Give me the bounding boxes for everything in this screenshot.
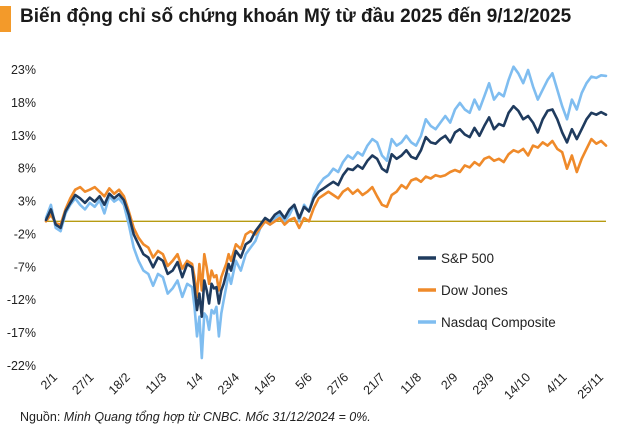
y-tick-label: 13% xyxy=(11,129,36,143)
x-tick-label: 21/7 xyxy=(361,370,388,397)
x-tick-label: 27/6 xyxy=(324,370,351,397)
legend-item-dowjones: Dow Jones xyxy=(418,283,508,298)
x-tick-label: 11/8 xyxy=(398,370,424,396)
x-tick-label: 1/4 xyxy=(184,370,206,392)
x-tick-label: 2/9 xyxy=(438,370,460,392)
legend: S&P 500 Dow Jones Nasdaq Composite xyxy=(418,251,556,330)
x-tick-label: 23/9 xyxy=(470,370,497,397)
y-tick-label: -22% xyxy=(7,359,36,373)
y-tick-label: 23% xyxy=(11,63,36,77)
x-tick-label: 14/5 xyxy=(251,370,278,397)
series-layer xyxy=(44,65,608,360)
x-tick-label: 23/4 xyxy=(215,370,242,397)
x-axis: 2/1 27/1 18/2 11/3 1/4 23/4 14/5 5/6 27/6 21/7 11/… xyxy=(38,370,606,402)
x-tick-label: 2/1 xyxy=(38,370,60,392)
legend-label: S&P 500 xyxy=(441,251,494,266)
x-tick-label: 11/3 xyxy=(143,370,169,396)
x-tick-label: 14/10 xyxy=(501,370,533,402)
chart-title: Biến động chỉ số chứng khoán Mỹ từ đầu 2… xyxy=(20,6,572,27)
legend-label: Nasdaq Composite xyxy=(441,315,556,330)
legend-item-nasdaq: Nasdaq Composite xyxy=(418,315,556,330)
source-prefix: Nguồn: xyxy=(20,410,64,424)
y-tick-label: 3% xyxy=(18,195,36,209)
title-accent-bar xyxy=(0,6,11,32)
legend-label: Dow Jones xyxy=(441,283,508,298)
source-text: Minh Quang tổng hợp từ CNBC. Mốc 31/12/2… xyxy=(63,410,371,424)
x-tick-label: 4/11 xyxy=(543,370,569,396)
y-tick-label: -17% xyxy=(7,326,36,340)
x-tick-label: 25/11 xyxy=(575,370,606,401)
y-tick-label: -2% xyxy=(14,227,36,241)
x-tick-label: 5/6 xyxy=(293,370,315,392)
series-line-dowjones xyxy=(44,137,608,299)
source-note: Nguồn: Minh Quang tổng hợp từ CNBC. Mốc … xyxy=(20,410,371,424)
y-tick-label: 18% xyxy=(11,96,36,110)
y-tick-label: -12% xyxy=(7,293,36,307)
y-axis: 23% 18% 13% 8% 3% -2% -7% -12% -17% -22% xyxy=(7,63,36,373)
x-tick-label: 27/1 xyxy=(69,370,96,397)
y-tick-label: -7% xyxy=(14,260,36,274)
series-line-sp500 xyxy=(44,104,608,318)
y-tick-label: 8% xyxy=(18,162,36,176)
x-tick-label: 18/2 xyxy=(106,370,133,397)
legend-item-sp500: S&P 500 xyxy=(418,251,494,266)
